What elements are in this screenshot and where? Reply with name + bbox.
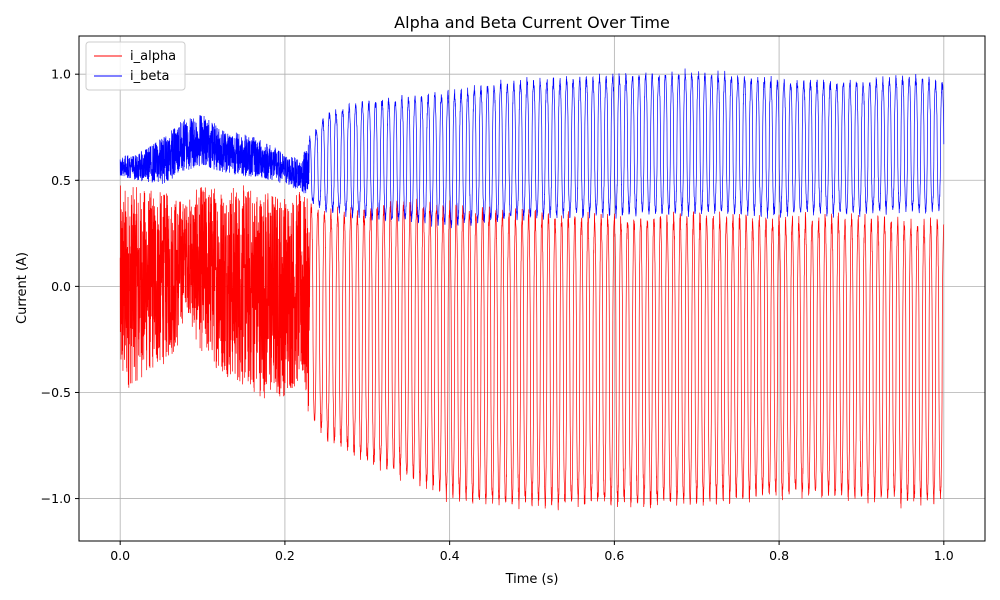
y-tick-label: −1.0 <box>41 491 71 506</box>
x-axis-ticks: 0.0 0.2 0.4 0.6 0.8 1.0 <box>110 541 954 563</box>
y-tick-label: −0.5 <box>41 385 71 400</box>
y-axis-label: Current (A) <box>15 252 30 324</box>
legend-label-i-beta: i_beta <box>130 69 169 84</box>
x-tick-label: 0.0 <box>110 548 130 563</box>
x-tick-label: 1.0 <box>934 548 954 563</box>
legend-box <box>85 41 186 91</box>
x-tick-label: 0.4 <box>440 548 460 563</box>
series-line-i-beta <box>119 68 945 229</box>
series-layer <box>119 68 945 511</box>
x-axis-label: Time (s) <box>505 572 559 587</box>
y-tick-label: 0.0 <box>51 279 71 294</box>
legend-label-i-alpha: i_alpha <box>130 49 176 64</box>
chart-title: Alpha and Beta Current Over Time <box>394 13 670 32</box>
x-tick-label: 0.8 <box>769 548 789 563</box>
series-line-i-alpha <box>119 185 945 511</box>
y-tick-label: 1.0 <box>51 67 71 82</box>
x-tick-label: 0.6 <box>604 548 624 563</box>
axes-frame <box>78 35 986 542</box>
legend: i_alpha i_beta <box>85 41 186 91</box>
y-axis-ticks: −1.0 −0.5 0.0 0.5 1.0 <box>41 67 79 506</box>
plot-area <box>119 68 945 511</box>
x-tick-label: 0.2 <box>275 548 295 563</box>
y-tick-label: 0.5 <box>51 173 71 188</box>
